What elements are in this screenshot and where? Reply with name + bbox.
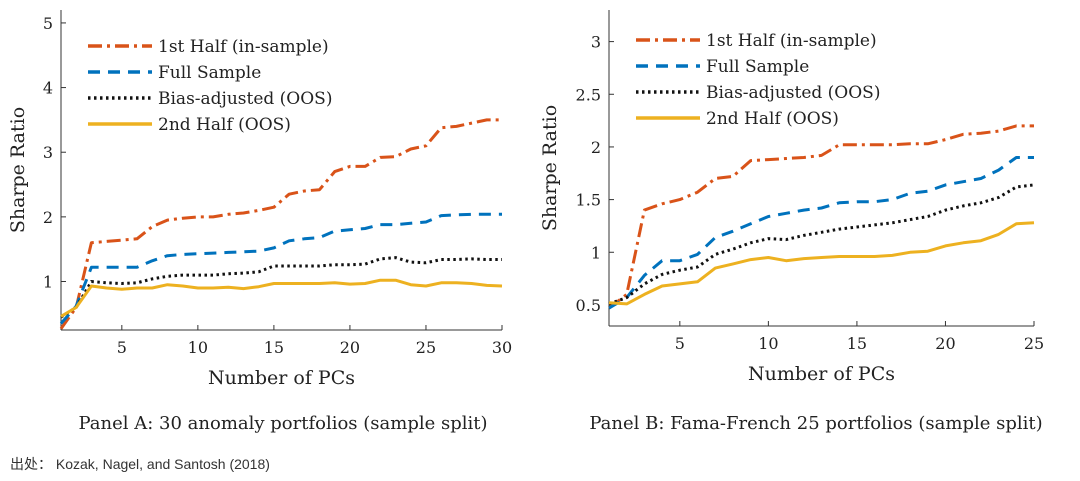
panel-b-caption: Panel B: Fama-French 25 portfolios (samp… <box>589 413 1042 434</box>
panel-b-series-line-2 <box>608 156 1034 310</box>
panel-a-legend-label-1: 1st Half (in-sample) <box>158 37 329 57</box>
panel-a-x-tick-label: 20 <box>340 338 360 357</box>
panel-a-legend-label-3: Bias-adjusted (OOS) <box>158 89 332 109</box>
panel-b-x-tick-label: 5 <box>675 334 685 353</box>
panel-a-series-line-1 <box>59 118 502 330</box>
panel-a-x-tick-label: 25 <box>416 338 436 357</box>
panel-b-y-tick-label: 2.5 <box>576 85 601 104</box>
panel-b-y-tick-label: 1 <box>591 243 601 262</box>
panel-b-y-tick-label: 0.5 <box>576 296 601 315</box>
panel-b-y-tick-label: 1.5 <box>576 191 601 210</box>
panel-a-x-axis-title: Number of PCs <box>208 367 355 389</box>
panel-b-legend-label-1: 1st Half (in-sample) <box>706 31 877 51</box>
panel-b-x-tick-label: 25 <box>1024 334 1044 353</box>
panel-b-x-tick-label: 15 <box>847 334 867 353</box>
panel-b-x-tick-label: 10 <box>758 334 778 353</box>
panel-a-series-line-2 <box>59 212 502 325</box>
panel-a-y-tick-label: 1 <box>43 273 53 292</box>
panel-a-y-tick-label: 4 <box>43 79 53 98</box>
panel-a-series-line-3 <box>60 256 502 319</box>
source-note: 出处： Kozak, Nagel, and Santosh (2018) <box>10 456 270 472</box>
panel-b-x-tick-label: 20 <box>935 334 955 353</box>
panel-b-series-line-4 <box>608 221 1035 306</box>
panel-a-chart: 5 10 15 20 25 30 1 2 3 4 5 Number of PCs Sharpe Rati… <box>7 10 512 389</box>
panel-a-y-tick-label: 3 <box>43 143 53 162</box>
panel-a-x-tick-label: 30 <box>492 338 512 357</box>
panel-a-y-axis-title: Sharpe Ratio <box>7 107 29 233</box>
panel-a-y-tick-label: 2 <box>43 208 53 227</box>
panel-b-legend-label-3: Bias-adjusted (OOS) <box>706 83 880 103</box>
panel-b-y-tick-label: 2 <box>591 138 601 157</box>
panel-a-series-line-4 <box>60 278 503 318</box>
panel-a-x-tick-label: 15 <box>264 338 284 357</box>
panel-b-series-line-1 <box>608 124 1034 310</box>
panel-a-legend-label-2: Full Sample <box>158 63 261 83</box>
panel-b-legend-label-4: 2nd Half (OOS) <box>706 109 839 129</box>
panel-b-legend-label-2: Full Sample <box>706 57 809 77</box>
panel-a-x-tick-label: 10 <box>188 338 208 357</box>
panel-b-y-tick-label: 3 <box>591 33 601 52</box>
panel-a-caption: Panel A: 30 anomaly portfolios (sample s… <box>78 413 487 434</box>
panel-b-x-axis-title: Number of PCs <box>748 363 895 385</box>
panel-b-series-line-3 <box>608 183 1035 306</box>
panel-b-y-axis-title: Sharpe Ratio <box>539 105 561 231</box>
panel-a-x-tick-label: 5 <box>117 338 127 357</box>
panel-b-chart: 5 10 15 20 25 0.5 1 1.5 2 2.5 3 Number of PCs Sharpe… <box>539 10 1044 385</box>
panel-a-legend-label-4: 2nd Half (OOS) <box>158 115 291 135</box>
panel-a-y-tick-label: 5 <box>43 14 53 33</box>
